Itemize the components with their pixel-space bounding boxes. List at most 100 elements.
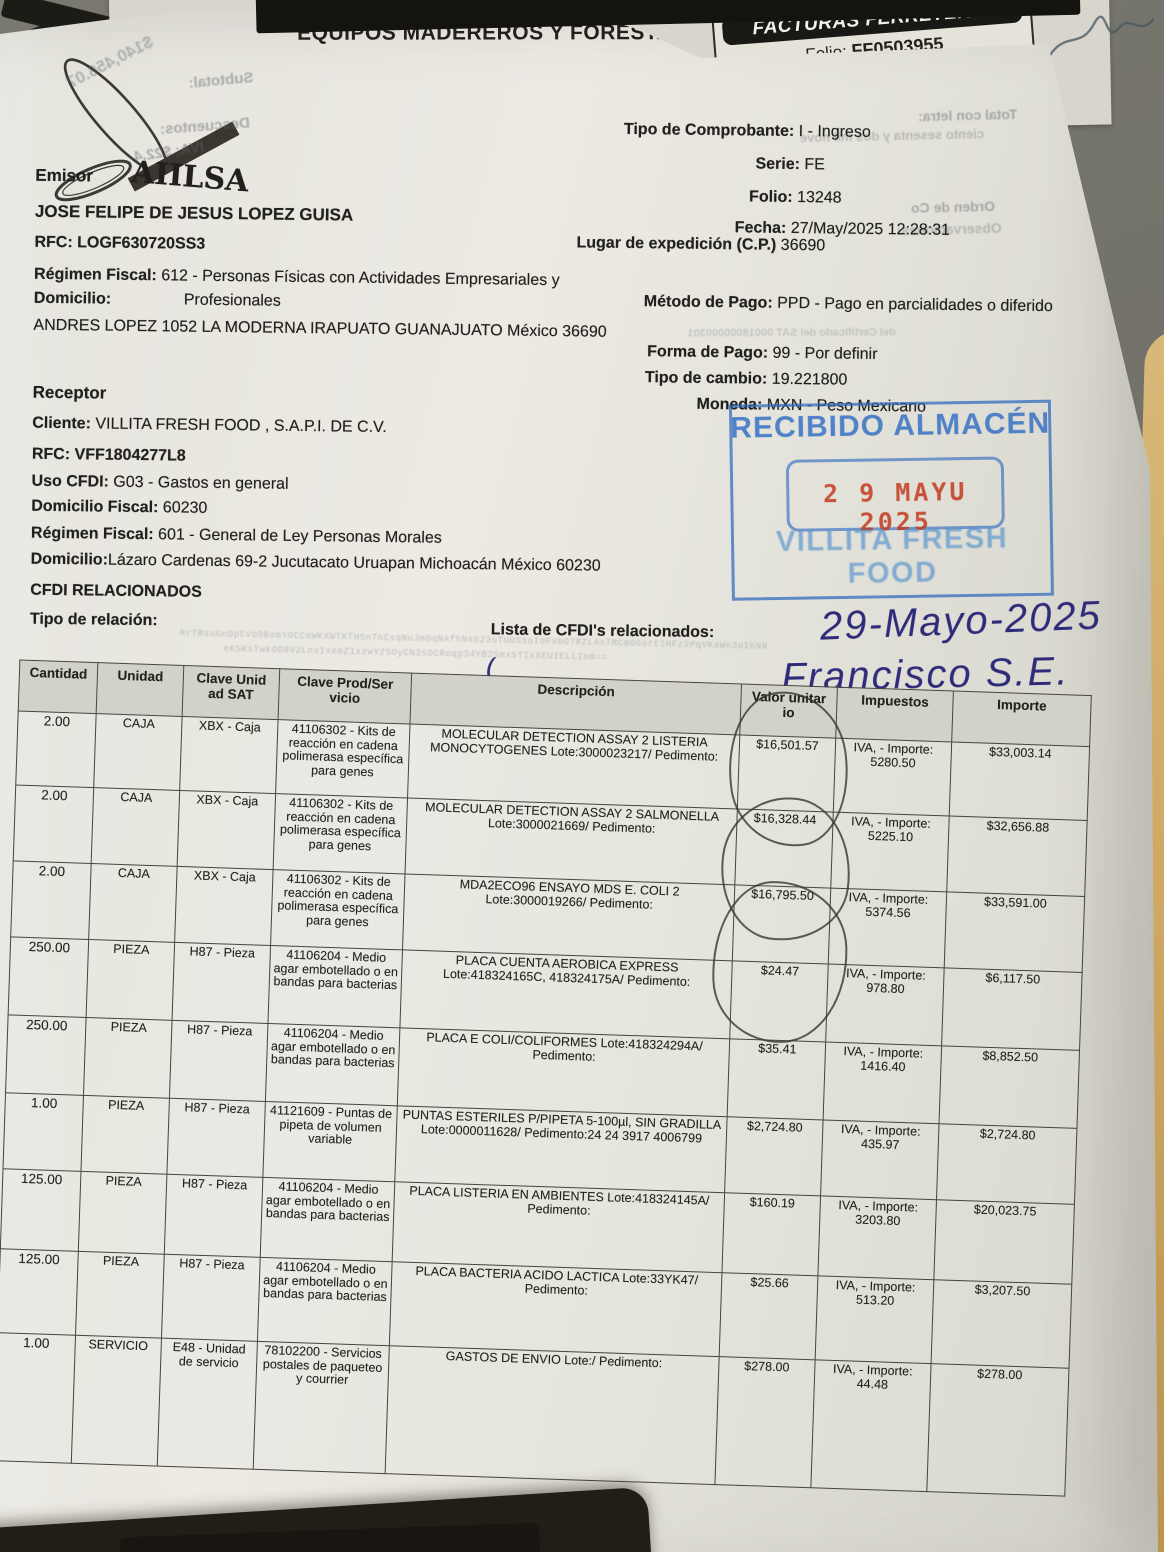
- domicilio-fiscal-label: Domicilio Fiscal:: [31, 497, 159, 517]
- cell-impuestos: IVA, - Importe: 44.48: [810, 1359, 932, 1492]
- cell-cantidad: 2.00: [10, 860, 92, 940]
- receptor-rfc-label: RFC:: [31, 445, 71, 464]
- metodo-pago-value: PPD - Pago en parcialidades o diferido: [777, 294, 1053, 316]
- cell-clave-prod: 41106302 - Kits de reacción en cadena po…: [270, 869, 406, 950]
- cell-valor-unitario: $25.66: [719, 1272, 818, 1360]
- cliente-value: VILLITA FRESH FOOD , S.A.P.I. DE C.V.: [95, 415, 387, 437]
- ghost-certificado: del Certificado del SAT 00018000000301: [687, 326, 896, 340]
- emisor-domicilio-row: Domicilio: Profesionales: [33, 289, 281, 310]
- cell-valor-unitario: $2,724.80: [724, 1116, 824, 1196]
- forma-pago: Forma de Pago: 99 - Por definir: [647, 343, 877, 364]
- cell-cantidad: 1.00: [3, 1092, 84, 1172]
- folio-label: Folio:: [749, 188, 793, 206]
- cell-clave-unidad: H87 - Pieza: [164, 1174, 263, 1258]
- header-clave-unidad: Clave Unid ad SAT: [182, 665, 280, 720]
- uso-cfdi-value: G03 - Gastos en general: [113, 473, 289, 493]
- items-table: Cantidad Unidad Clave Unid ad SAT Clave …: [0, 660, 1092, 1497]
- emisor-regimen: Régimen Fiscal: 612 - Personas Físicas c…: [34, 266, 560, 290]
- folio-value: 13248: [797, 189, 842, 207]
- cell-clave-unidad: XBX - Caja: [174, 866, 274, 946]
- tipo-comprobante: Tipo de Comprobante: I - Ingreso: [624, 121, 871, 142]
- cliente-label: Cliente:: [32, 414, 92, 433]
- receptor-section-label: Receptor: [32, 382, 107, 403]
- forma-pago-value: 99 - Por definir: [772, 344, 878, 364]
- cell-impuestos: IVA, - Importe: 1416.40: [823, 1041, 942, 1124]
- cell-importe: $33,591.00: [944, 891, 1085, 973]
- emisor-domicilio-label: Domicilio:: [33, 289, 112, 308]
- cell-clave-unidad: H87 - Pieza: [161, 1254, 261, 1342]
- tipo-comprobante-value: I - Ingreso: [798, 123, 871, 141]
- metodo-pago-label: Método de Pago:: [643, 293, 773, 312]
- domicilio-fiscal-value: 60230: [162, 499, 208, 517]
- cell-clave-prod: 41106204 - Medio agar embotellado o en b…: [267, 945, 403, 1028]
- cell-clave-prod: 41106204 - Medio agar embotellado o en b…: [260, 1177, 395, 1262]
- cell-unidad: PIEZA: [80, 1095, 170, 1175]
- uso-cfdi: Uso CFDI: G03 - Gastos en general: [31, 473, 288, 494]
- folio: Folio: 13248: [749, 188, 842, 207]
- handwritten-date: 29-Mayo-2025: [819, 593, 1103, 649]
- cell-unidad: PIEZA: [86, 939, 175, 1021]
- aiilsa-logo-icon: [23, 34, 255, 207]
- cell-unidad: CAJA: [93, 713, 183, 791]
- header-cantidad: Cantidad: [18, 660, 98, 714]
- emisor-rfc-label: RFC:: [34, 233, 73, 252]
- stamp-date-box: 2 9 MAYU 2025: [785, 456, 1005, 537]
- cell-impuestos: IVA, - Importe: 435.97: [820, 1119, 940, 1200]
- cell-valor-unitario: $160.19: [721, 1192, 821, 1276]
- emisor-regimen-cont: Profesionales: [183, 291, 281, 310]
- cell-cantidad: 125.00: [0, 1248, 79, 1336]
- tipo-cambio-label: Tipo de cambio:: [644, 369, 768, 388]
- header-unidad: Unidad: [96, 662, 184, 717]
- cell-descripcion: PUNTAS ESTERILES P/PIPETA 5-100µl, SIN G…: [394, 1105, 728, 1193]
- cfdi-relacionados-title: CFDI RELACIONADOS: [30, 581, 202, 601]
- cell-descripcion: MDA2ECO96 ENSAYO MDS E. COLI 2 Lote:3000…: [402, 873, 735, 961]
- fecha-label: Fecha:: [734, 219, 787, 237]
- cell-cantidad: 1.00: [0, 1332, 76, 1464]
- emisor-regimen-label: Régimen Fiscal:: [34, 265, 157, 285]
- forma-pago-label: Forma de Pago:: [647, 343, 769, 362]
- receptor-domicilio-value: Lázaro Cardenas 69-2 Jucutacato Uruapan …: [107, 551, 601, 575]
- receptor-regimen-label: Régimen Fiscal:: [30, 524, 154, 544]
- cell-clave-unidad: H87 - Pieza: [169, 1020, 268, 1102]
- cell-importe: $6,117.50: [941, 967, 1083, 1051]
- header-clave-prod: Clave Prod/Ser vicio: [278, 668, 412, 725]
- cell-unidad: CAJA: [88, 863, 178, 943]
- cell-clave-prod: 41106302 - Kits de reacción en cadena po…: [275, 719, 410, 798]
- header-impuestos: Impuestos: [835, 687, 954, 742]
- cell-descripcion: GASTOS DE ENVIO Lote:/ Pedimento:: [385, 1345, 720, 1485]
- emisor-name: JOSE FELIPE DE JESUS LOPEZ GUISA: [34, 201, 354, 225]
- cell-importe: $20,023.75: [933, 1199, 1075, 1285]
- receptor-rfc-value: VFF1804277L8: [74, 446, 186, 465]
- emisor-regimen-value: 612 - Personas Físicas con Actividades E…: [161, 267, 560, 290]
- serie-value: FE: [804, 156, 825, 174]
- cell-importe: $278.00: [926, 1363, 1069, 1497]
- ghost-orden: Orden de Co: [910, 197, 996, 216]
- stamp-company-text: VILLITA FRESH FOOD: [775, 522, 1009, 590]
- cell-clave-unidad: XBX - Caja: [177, 790, 276, 870]
- emisor-domicilio-value: ANDRES LOPEZ 1052 LA MODERNA IRAPUATO GU…: [33, 316, 607, 341]
- receptor-regimen-value: 601 - General de Ley Personas Morales: [157, 526, 442, 547]
- cell-cantidad: 250.00: [8, 936, 89, 1018]
- receptor-cliente: Cliente: VILLITA FRESH FOOD , S.A.P.I. D…: [32, 415, 387, 437]
- cell-clave-unidad: H87 - Pieza: [166, 1098, 266, 1178]
- lugar-label: Lugar de expedición (C.P.): [576, 234, 777, 254]
- cell-unidad: PIEZA: [75, 1251, 165, 1339]
- cell-importe: $33,003.14: [949, 741, 1090, 821]
- serie: Serie: FE: [755, 156, 825, 175]
- cell-clave-unidad: XBX - Caja: [179, 716, 279, 794]
- cell-clave-unidad: E48 - Unidad de servicio: [157, 1338, 258, 1470]
- emisor-section-label: Emisor: [35, 165, 94, 186]
- cell-unidad: SERVICIO: [71, 1335, 162, 1467]
- cell-descripcion: MOLECULAR DETECTION ASSAY 2 LISTERIA MON…: [407, 724, 740, 809]
- cell-importe: $32,656.88: [946, 815, 1088, 897]
- recibido-almacen-stamp: RECIBIDO ALMACÉN 2 9 MAYU 2025 VILLITA F…: [728, 399, 1054, 601]
- cell-descripcion: PLACA E COLI/COLIFORMES Lote:418324294A/…: [397, 1027, 730, 1117]
- serie-label: Serie:: [755, 155, 801, 174]
- cell-clave-prod: 41106204 - Medio agar embotellado o en b…: [257, 1257, 393, 1346]
- cell-unidad: CAJA: [91, 787, 180, 867]
- domicilio-fiscal: Domicilio Fiscal: 60230: [31, 498, 207, 518]
- cell-importe: $3,207.50: [931, 1279, 1072, 1369]
- cell-cantidad: 2.00: [15, 711, 97, 788]
